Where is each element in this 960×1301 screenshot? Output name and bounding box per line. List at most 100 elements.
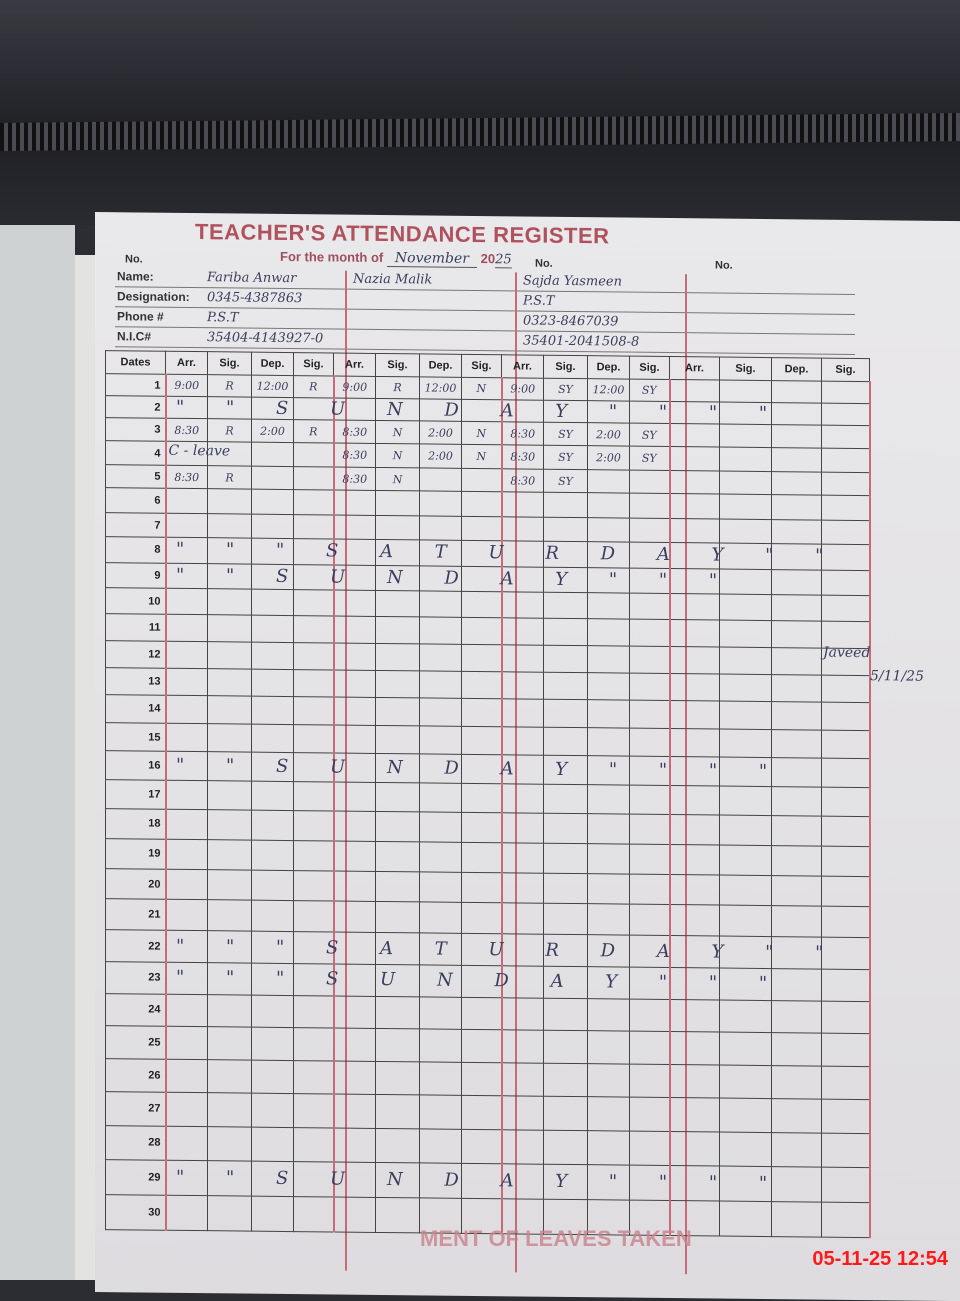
attendance-cell bbox=[719, 1200, 772, 1237]
attendance-cell bbox=[165, 930, 208, 963]
column-header: Dep. bbox=[587, 355, 630, 380]
attendance-cell bbox=[629, 619, 670, 647]
attendance-cell bbox=[207, 723, 252, 753]
attendance-cell bbox=[629, 567, 670, 594]
attendance-cell bbox=[375, 932, 420, 965]
attendance-cell bbox=[207, 931, 252, 963]
attendance-cell bbox=[461, 1029, 502, 1063]
date-number: 4 bbox=[154, 447, 161, 460]
teacher-1-name: Fariba Anwar bbox=[207, 270, 297, 287]
handwritten-entry: 8:30 bbox=[510, 450, 536, 464]
attendance-cell bbox=[771, 1098, 822, 1133]
attendance-cell bbox=[419, 841, 462, 873]
attendance-cell bbox=[461, 842, 502, 873]
handwritten-entry: 12:00 bbox=[424, 381, 457, 395]
attendance-cell bbox=[543, 727, 588, 756]
attendance-cell bbox=[587, 592, 630, 620]
attendance-cell bbox=[251, 781, 294, 811]
attendance-cell bbox=[293, 696, 334, 725]
attendance-cell bbox=[333, 1094, 376, 1129]
attendance-cell bbox=[821, 544, 870, 571]
attendance-cell bbox=[419, 725, 462, 755]
attendance-cell bbox=[669, 700, 720, 729]
attendance-cell bbox=[375, 490, 420, 516]
attendance-cell bbox=[821, 787, 870, 817]
attendance-cell bbox=[419, 964, 462, 998]
attendance-cell bbox=[251, 513, 294, 539]
attendance-cell bbox=[543, 842, 588, 874]
date-number: 25 bbox=[148, 1036, 161, 1049]
zipper bbox=[0, 112, 960, 152]
attendance-cell bbox=[669, 904, 720, 937]
attendance-cell bbox=[719, 620, 772, 648]
date-cell: 9 " " S U N D A Y " " " bbox=[105, 562, 735, 592]
attendance-cell bbox=[419, 697, 462, 727]
attendance-cell bbox=[771, 815, 822, 846]
no-label-1: No. bbox=[125, 253, 143, 266]
attendance-cell: 9:00 bbox=[333, 375, 376, 399]
attendance-cell bbox=[821, 968, 870, 1002]
attendance-cell bbox=[501, 1163, 544, 1199]
attendance-cell bbox=[669, 1165, 720, 1201]
attendance-cell bbox=[587, 469, 630, 494]
attendance-cell bbox=[293, 1196, 334, 1232]
attendance-cell bbox=[501, 516, 544, 542]
date-cell: 25 bbox=[105, 1025, 166, 1060]
attendance-cell bbox=[771, 402, 822, 426]
attendance-cell bbox=[419, 643, 462, 671]
attendance-cell bbox=[333, 840, 376, 872]
handwritten-entry: 2:00 bbox=[428, 426, 453, 440]
attendance-cell bbox=[207, 900, 252, 932]
attendance-cell bbox=[543, 699, 588, 728]
attendance-cell bbox=[543, 903, 588, 936]
handwritten-entry: 8:30 bbox=[342, 472, 368, 486]
attendance-cell: N bbox=[461, 421, 502, 446]
attendance-cell bbox=[719, 470, 772, 496]
attendance-cell bbox=[207, 538, 252, 564]
attendance-cell: N bbox=[375, 443, 420, 468]
attendance-cell bbox=[669, 379, 720, 403]
attendance-cell bbox=[587, 1030, 630, 1064]
attendance-cell bbox=[543, 618, 588, 646]
handwritten-entry: 8:30 bbox=[510, 473, 536, 488]
date-cell: 5 bbox=[105, 464, 166, 489]
date-cell: 11 bbox=[105, 613, 166, 641]
attendance-cell bbox=[165, 1160, 208, 1196]
attendance-cell bbox=[821, 495, 870, 521]
bag-background bbox=[0, 0, 960, 225]
attendance-cell bbox=[419, 591, 462, 618]
attendance-cell bbox=[669, 423, 720, 448]
attendance-cell bbox=[207, 396, 252, 420]
attendance-cell bbox=[719, 728, 772, 758]
attendance-cell bbox=[719, 999, 772, 1033]
attendance-cell bbox=[333, 753, 376, 783]
attendance-cell: 2:00 bbox=[251, 419, 294, 443]
attendance-cell: 2:00 bbox=[587, 445, 630, 470]
footer-heading-partial: MENT OF LEAVES TAKEN bbox=[420, 1226, 692, 1251]
attendance-cell bbox=[587, 873, 630, 905]
attendance-cell bbox=[669, 814, 720, 845]
attendance-cell bbox=[461, 516, 502, 542]
attendance-cell bbox=[333, 781, 376, 812]
attendance-cell bbox=[251, 563, 294, 590]
attendance-cell bbox=[333, 1161, 376, 1197]
year-value: 25 bbox=[495, 252, 512, 269]
date-number: 12 bbox=[148, 648, 161, 661]
attendance-cell bbox=[821, 1167, 870, 1203]
handwritten-entry: SY bbox=[558, 474, 573, 488]
attendance-cell bbox=[587, 1063, 630, 1098]
attendance-cell bbox=[207, 1160, 252, 1196]
date-number: 10 bbox=[148, 595, 161, 608]
attendance-cell bbox=[543, 997, 588, 1031]
attendance-cell bbox=[629, 935, 670, 968]
column-header: Sig. bbox=[821, 358, 870, 382]
date-number: 18 bbox=[148, 817, 161, 831]
date-cell: 24 bbox=[105, 993, 166, 1027]
attendance-cell bbox=[165, 838, 208, 870]
attendance-cell: N bbox=[375, 467, 420, 492]
attendance-cell bbox=[821, 729, 870, 759]
attendance-cell bbox=[419, 565, 462, 592]
handwritten-entry: R bbox=[225, 424, 234, 438]
handwritten-entry: R bbox=[225, 470, 234, 485]
handwritten-entry: N bbox=[476, 449, 487, 464]
